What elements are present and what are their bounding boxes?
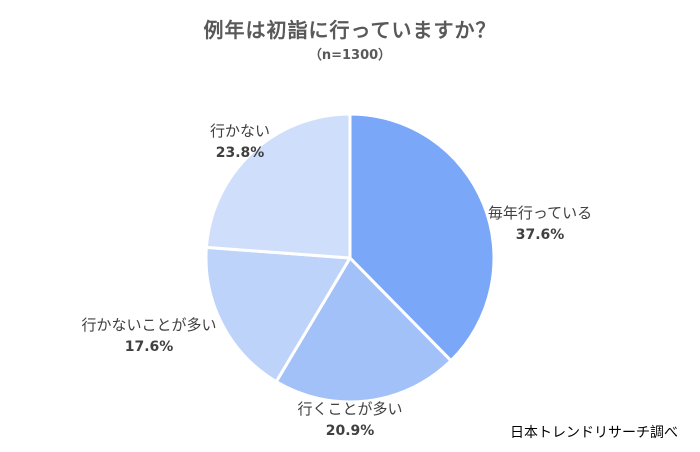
pie-slice-ikukoto bbox=[274, 256, 453, 404]
slice-name: 行かない bbox=[209, 122, 271, 140]
slice-value: 17.6% bbox=[124, 339, 174, 355]
slice-label-ikanai: 行かない 23.8% bbox=[210, 120, 270, 164]
slice-label-maitoshi: 毎年行っている 37.6% bbox=[488, 202, 592, 246]
slice-name: 行くことが多い bbox=[297, 400, 403, 418]
slice-value: 20.9% bbox=[325, 423, 375, 439]
slice-value: 37.6% bbox=[515, 227, 565, 243]
source-credit: 日本トレンドリサーチ調べ bbox=[510, 425, 678, 441]
slice-label-ikanaikoto: 行かないことが多い 17.6% bbox=[81, 314, 216, 358]
slice-name: 行かないことが多い bbox=[81, 316, 217, 334]
slice-label-ikukoto: 行くことが多い 20.9% bbox=[297, 398, 402, 442]
chart-subtitle: （n=1300） bbox=[308, 48, 392, 63]
slice-value: 23.8% bbox=[215, 145, 265, 161]
pie-slice-maitoshi bbox=[348, 112, 496, 363]
pie-slice-ikanai bbox=[204, 112, 352, 260]
chart-title: 例年は初詣に行っていますか？ bbox=[203, 18, 497, 42]
pie-slice-ikanaikoto bbox=[204, 245, 352, 384]
slice-name: 毎年行っている bbox=[487, 204, 593, 222]
